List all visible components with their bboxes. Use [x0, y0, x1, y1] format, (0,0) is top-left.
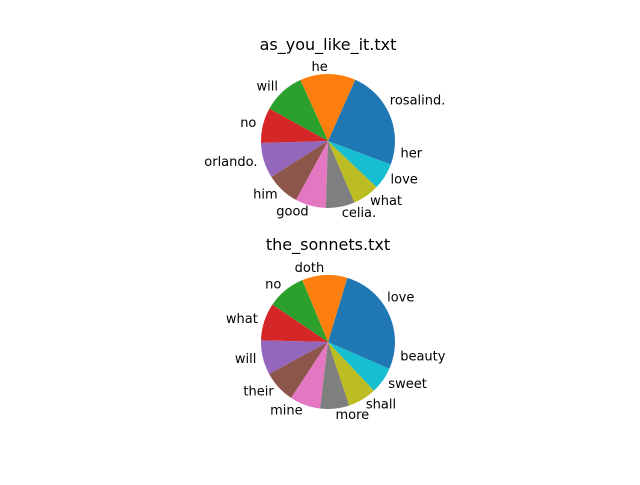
- wedge-label-he: he: [312, 60, 328, 75]
- wedge-label-more: more: [336, 408, 370, 423]
- pie-chart-as-you-like-it: as_you_like_it.txt rosalind. he will no orla…: [204, 35, 445, 221]
- wedge-label-no: no: [265, 278, 281, 293]
- wedge-label-will: will: [257, 79, 278, 94]
- chart-title: the_sonnets.txt: [266, 235, 390, 255]
- wedge-label-will: will: [235, 352, 256, 367]
- wedge-label-her: her: [401, 147, 423, 162]
- wedges: [261, 275, 395, 409]
- wedge-label-rosalind: rosalind.: [390, 93, 446, 108]
- wedge-beauty: [328, 342, 395, 369]
- wedge-celia: [325, 141, 355, 208]
- wedge-no: [261, 108, 328, 143]
- wedge-label-their: their: [243, 384, 274, 399]
- wedge-label-orlando: orlando.: [204, 155, 257, 170]
- wedge-label-what: what: [226, 312, 258, 327]
- wedge-label-beauty: beauty: [400, 350, 446, 365]
- wedge-orlando: [261, 141, 328, 177]
- wedge-what: [261, 304, 328, 342]
- wedges: [261, 74, 395, 208]
- wedge-labels: rosalind. he will no orlando. him good celia.wh…: [204, 60, 445, 221]
- wedge-will: [261, 340, 328, 374]
- wedge-what: [328, 141, 377, 203]
- wedge-label-him: him: [253, 187, 278, 202]
- wedge-label-celia: celia.: [342, 206, 376, 221]
- wedge-their: [269, 342, 328, 398]
- wedge-her: [328, 141, 395, 165]
- wedge-label-doth: doth: [295, 261, 325, 276]
- wedge-label-mine: mine: [270, 404, 303, 419]
- wedge-label-sweet: sweet: [388, 377, 427, 392]
- wedge-love: [328, 141, 391, 188]
- wedge-label-good: good: [276, 205, 308, 220]
- chart-title: as_you_like_it.txt: [260, 35, 397, 55]
- wedge-shall: [328, 342, 375, 406]
- wedge-love: [328, 277, 395, 342]
- wedge-no: [272, 280, 328, 342]
- wedge-label-what: what: [370, 194, 402, 209]
- wedge-mine: [291, 342, 328, 409]
- wedge-more: [320, 342, 350, 409]
- wedge-doth: [302, 275, 348, 342]
- wedge-label-shall: shall: [366, 398, 396, 413]
- wedge-him: [271, 141, 328, 200]
- wedge-sweet: [328, 342, 390, 391]
- wedge-good: [296, 141, 328, 208]
- wedge-label-no: no: [240, 116, 256, 131]
- wedge-rosalind: [328, 79, 395, 141]
- wedge-he: [300, 74, 356, 141]
- wedge-will: [269, 79, 328, 141]
- wedge-label-love: love: [391, 173, 418, 188]
- wedge-label-love: love: [387, 291, 414, 306]
